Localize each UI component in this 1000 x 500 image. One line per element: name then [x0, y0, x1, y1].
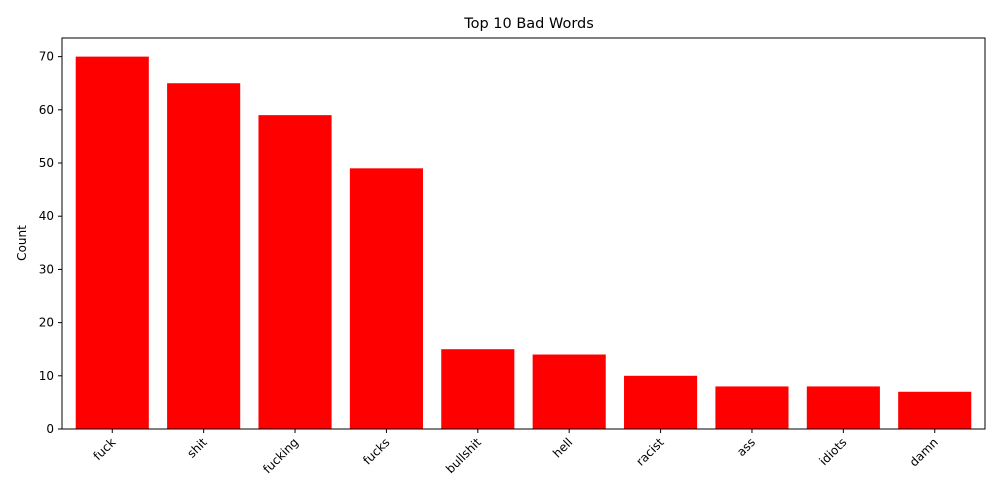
bar-fucking [258, 115, 332, 429]
x-tick-label-bullshit: bullshit [443, 435, 484, 476]
chart-title: Top 10 Bad Words [463, 16, 594, 32]
bar-shit [167, 83, 241, 429]
y-tick-label: 40 [39, 209, 54, 223]
y-tick-label: 0 [46, 422, 54, 436]
bar-ass [715, 386, 789, 429]
x-tick-label-racist: racist [633, 435, 667, 469]
bars-group [75, 56, 972, 430]
bar-damn [898, 391, 972, 429]
y-tick-label: 20 [39, 316, 54, 330]
x-tick-label-idiots: idiots [817, 435, 850, 468]
plot-frame [61, 37, 986, 430]
bar-bullshit [441, 349, 515, 429]
bar-fuck [75, 56, 149, 430]
y-ticks-group: 0 10 20 30 40 50 60 70 [39, 50, 62, 436]
y-tick-label: 60 [39, 103, 54, 117]
x-ticks-group: fuck shit fucking fucks bullshit hell racist as… [91, 429, 941, 476]
x-tick-label-hell: hell [550, 435, 575, 460]
bar-racist [624, 375, 698, 429]
y-tick-label: 70 [39, 50, 54, 64]
bar-idiots [806, 386, 880, 429]
y-tick-label: 10 [39, 369, 54, 383]
y-tick-label: 30 [39, 262, 54, 276]
y-axis-label: Count [15, 225, 29, 261]
x-tick-label-fucks: fucks [360, 435, 392, 467]
y-tick-label: 50 [39, 156, 54, 170]
bar-fucks [349, 168, 423, 429]
x-tick-label-ass: ass [734, 435, 758, 459]
x-tick-label-shit: shit [184, 435, 210, 461]
bar-hell [532, 354, 606, 429]
x-tick-label-fucking: fucking [260, 435, 301, 476]
x-tick-label-fuck: fuck [91, 435, 119, 463]
x-tick-label-damn: damn [907, 435, 941, 469]
